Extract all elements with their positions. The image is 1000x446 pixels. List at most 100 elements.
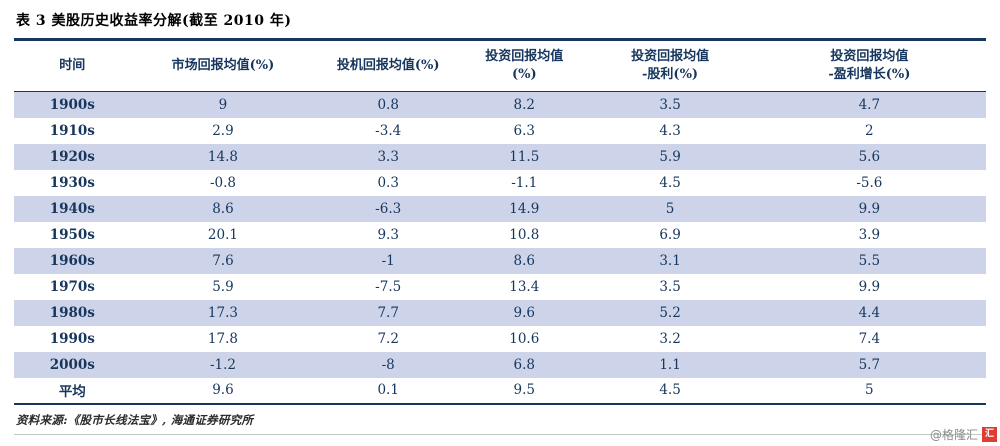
value-cell: 5 [865, 382, 874, 399]
value-cell: -5.6 [856, 174, 883, 191]
table-row: 1900s 9 0.8 8.2 3.5 4.7 [14, 91, 986, 118]
table-row: 2000s -1.2 -8 6.8 1.1 5.7 [14, 351, 986, 378]
value-cell: 14.9 [509, 200, 540, 217]
col-header-market-return: 市场回报均值(%) [130, 39, 316, 93]
value-cell: 3.9 [858, 226, 881, 243]
col-header-time: 时间 [14, 39, 131, 93]
value-cell: 3.2 [659, 330, 681, 347]
value-cell: 9.6 [212, 382, 234, 399]
value-cell: 7.4 [858, 330, 881, 347]
value-cell: 3.1 [659, 252, 681, 269]
value-cell: 5.9 [659, 148, 681, 165]
watermark-label: @格隆汇 [929, 428, 978, 442]
value-cell: 2 [865, 122, 874, 139]
value-cell: 9.9 [858, 200, 881, 217]
table-row: 平均 9.6 0.1 9.5 4.5 5 [14, 378, 986, 404]
value-cell: 5.5 [858, 252, 881, 269]
value-cell: 13.4 [509, 278, 540, 295]
value-cell: 3.5 [659, 97, 681, 114]
table-row: 1970s 5.9 -7.5 13.4 3.5 9.9 [14, 274, 986, 300]
footer-divider [14, 433, 986, 435]
value-cell: 0.8 [377, 97, 399, 114]
value-cell: -7.5 [375, 278, 402, 295]
value-cell: 14.8 [207, 148, 238, 165]
value-cell: 5.2 [659, 304, 681, 321]
col-header-earnings-growth-return: 投资回报均值 -盈利增长(%) [752, 39, 986, 93]
value-cell: 10.8 [509, 226, 540, 243]
row-label-cell: 1950s [49, 226, 95, 243]
value-cell: 0.1 [377, 382, 399, 399]
value-cell: 9.9 [858, 278, 881, 295]
watermark: @格隆汇 汇 [930, 426, 997, 443]
value-cell: 1.1 [659, 356, 681, 373]
value-cell: -8 [381, 356, 395, 373]
row-label-cell: 1930s [49, 174, 95, 191]
value-cell: 0.3 [377, 174, 399, 191]
value-cell: 8.2 [513, 97, 536, 114]
gelonghui-logo-glyph: 汇 [984, 429, 994, 439]
table-row: 1950s 20.1 9.3 10.8 6.9 3.9 [14, 222, 986, 248]
row-label-cell: 1900s [49, 97, 95, 114]
col-header-speculative-return: 投机回报均值(%) [315, 39, 462, 93]
table-row: 1980s 17.3 7.7 9.6 5.2 4.4 [14, 299, 986, 326]
row-label-cell: 平均 [58, 384, 86, 401]
value-cell: 4.5 [659, 174, 681, 191]
value-cell: 2.9 [212, 122, 234, 139]
table-row: 1990s 17.8 7.2 10.6 3.2 7.4 [14, 326, 986, 352]
table-row: 1930s -0.8 0.3 -1.1 4.5 -5.6 [14, 170, 986, 196]
table-row: 1910s 2.9 -3.4 6.3 4.3 2 [14, 118, 986, 144]
value-cell: 10.6 [509, 330, 540, 347]
value-cell: 4.4 [858, 304, 881, 321]
value-cell: 5.7 [858, 356, 881, 373]
value-cell: 9.3 [377, 226, 399, 243]
value-cell: 8.6 [212, 200, 234, 217]
row-label-cell: 1970s [49, 278, 95, 295]
row-label-cell: 1960s [49, 252, 95, 269]
source-note: 资料来源:《股市长线法宝》, 海通证券研究所 [16, 412, 254, 427]
gelonghui-logo-icon: 汇 [982, 427, 997, 442]
value-cell: -1.1 [511, 174, 538, 191]
value-cell: 5.9 [212, 278, 234, 295]
data-table: 时间 市场回报均值(%) 投机回报均值(%) 投资回报均值 (%) 投资回报均值… [14, 38, 986, 405]
table-row: 1960s 7.6 -1 8.6 3.1 5.5 [14, 247, 986, 274]
table-row: 1940s 8.6 -6.3 14.9 5 9.9 [14, 195, 986, 222]
value-cell: 8.6 [513, 252, 536, 269]
value-cell: 17.3 [207, 304, 238, 321]
value-cell: 7.6 [212, 252, 234, 269]
value-cell: 6.3 [513, 122, 536, 139]
value-cell: 9 [218, 97, 228, 114]
table-body: 1900s 9 0.8 8.2 3.5 4.7 1910s 2.9 -3.4 6.3 4.3 2 192… [14, 91, 986, 404]
value-cell: 6.8 [513, 356, 536, 373]
col-header-investment-return: 投资回报均值 (%) [461, 39, 588, 93]
table-title: 表 3 美股历史收益率分解(截至 2010 年) [16, 13, 292, 29]
value-cell: -3.4 [375, 122, 402, 139]
value-cell: 4.3 [659, 122, 681, 139]
value-cell: 3.5 [659, 278, 681, 295]
row-label-cell: 1990s [49, 330, 95, 347]
value-cell: 11.5 [509, 148, 540, 165]
value-cell: 6.9 [659, 226, 681, 243]
value-cell: -6.3 [375, 200, 402, 217]
value-cell: 5.6 [858, 148, 881, 165]
value-cell: -1.2 [209, 356, 236, 373]
value-cell: 20.1 [207, 226, 238, 243]
table-header: 时间 市场回报均值(%) 投机回报均值(%) 投资回报均值 (%) 投资回报均值… [14, 39, 986, 93]
value-cell: 4.7 [858, 97, 881, 114]
table-row: 1920s 14.8 3.3 11.5 5.9 5.6 [14, 143, 986, 170]
row-label-cell: 1910s [49, 122, 95, 139]
value-cell: 7.2 [377, 330, 399, 347]
value-cell: -0.8 [209, 174, 236, 191]
value-cell: 9.5 [513, 382, 536, 399]
header-row: 时间 市场回报均值(%) 投机回报均值(%) 投资回报均值 (%) 投资回报均值… [14, 39, 986, 93]
value-cell: 3.3 [377, 148, 399, 165]
value-cell: 4.5 [659, 382, 681, 399]
row-label-cell: 1940s [49, 200, 95, 217]
value-cell: 5 [665, 200, 675, 217]
value-cell: 9.6 [513, 304, 536, 321]
value-cell: 7.7 [377, 304, 399, 321]
row-label-cell: 1980s [49, 304, 95, 321]
col-header-dividend-return: 投资回报均值 -股利(%) [587, 39, 753, 93]
row-label-cell: 1920s [49, 148, 95, 165]
row-label-cell: 2000s [49, 356, 95, 373]
